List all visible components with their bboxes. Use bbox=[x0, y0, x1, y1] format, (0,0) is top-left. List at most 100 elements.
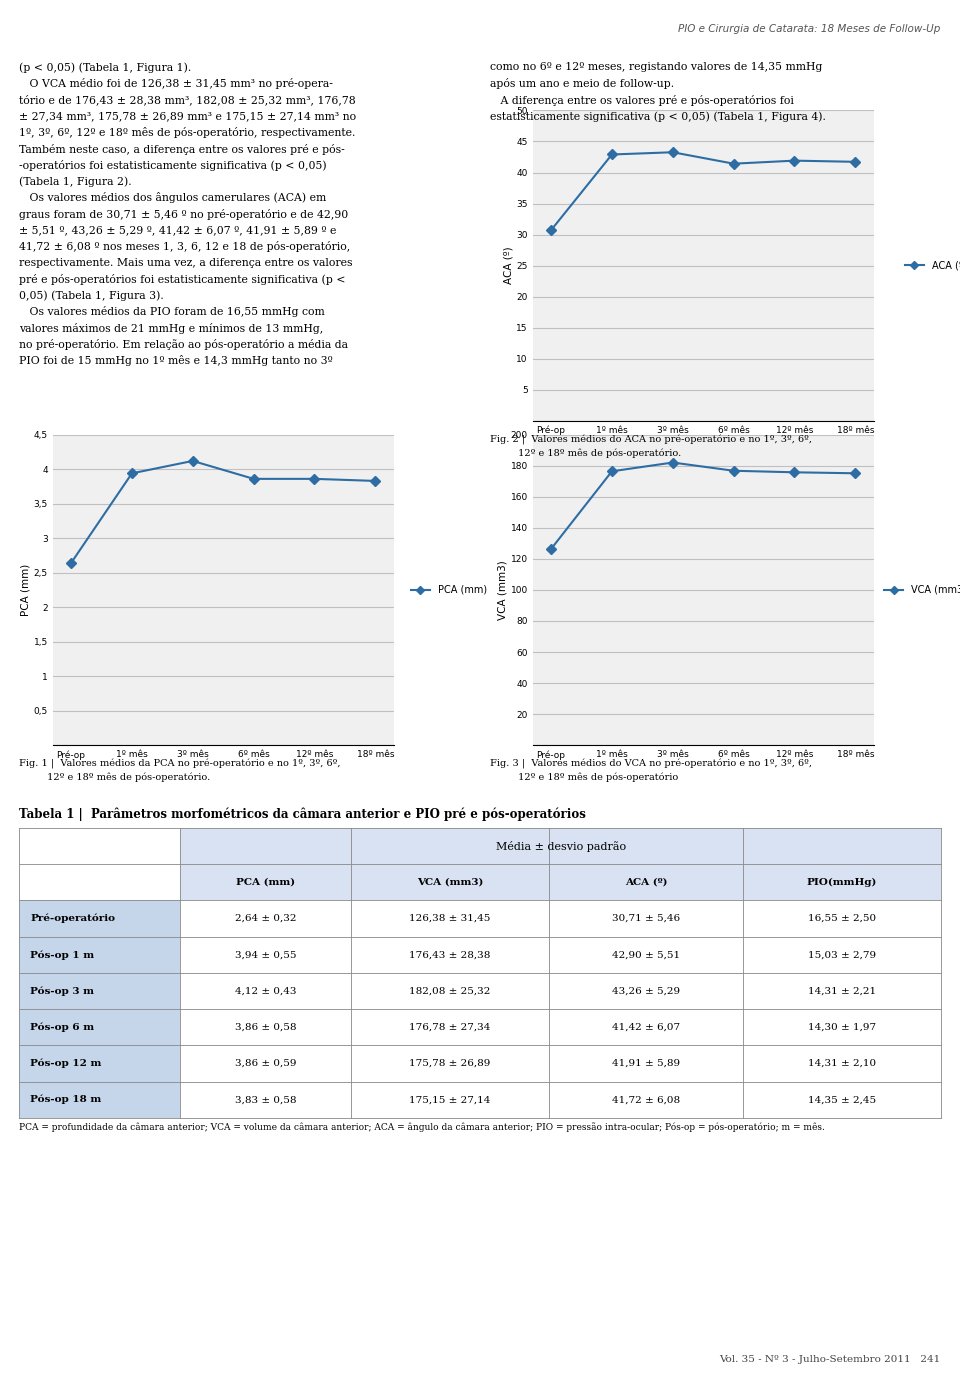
Text: Pós-op 6 m: Pós-op 6 m bbox=[31, 1023, 94, 1032]
Text: 14,30 ± 1,97: 14,30 ± 1,97 bbox=[807, 1023, 876, 1032]
Bar bbox=[19, 1009, 180, 1046]
Text: 12º e 18º mês de pós-operatório.: 12º e 18º mês de pós-operatório. bbox=[490, 448, 681, 458]
Bar bbox=[180, 900, 351, 937]
Text: -operatórios foi estatisticamente significativa (p < 0,05): -operatórios foi estatisticamente signif… bbox=[19, 160, 326, 171]
Text: 3,94 ± 0,55: 3,94 ± 0,55 bbox=[235, 951, 297, 959]
Text: Também neste caso, a diferença entre os valores pré e pós-: Também neste caso, a diferença entre os … bbox=[19, 144, 345, 155]
Text: Fig. 1 |  Valores médios da PCA no pré-operatório e no 1º, 3º, 6º,: Fig. 1 | Valores médios da PCA no pré-op… bbox=[19, 759, 341, 769]
Text: ACA (º): ACA (º) bbox=[625, 878, 667, 887]
Text: Os valores médios da PIO foram de 16,55 mmHg com: Os valores médios da PIO foram de 16,55 … bbox=[19, 306, 324, 317]
Text: 175,78 ± 26,89: 175,78 ± 26,89 bbox=[409, 1058, 491, 1068]
Bar bbox=[549, 973, 743, 1009]
Text: ± 27,34 mm³, 175,78 ± 26,89 mm³ e 175,15 ± 27,14 mm³ no: ± 27,34 mm³, 175,78 ± 26,89 mm³ e 175,15… bbox=[19, 110, 356, 121]
Text: A diferença entre os valores pré e pós-operatórios foi: A diferença entre os valores pré e pós-o… bbox=[490, 95, 794, 106]
Bar bbox=[180, 937, 351, 973]
Bar bbox=[549, 1046, 743, 1082]
Text: Fig. 3 |  Valores médios do VCA no pré-operatório e no 1º, 3º, 6º,: Fig. 3 | Valores médios do VCA no pré-op… bbox=[490, 759, 811, 769]
Bar bbox=[743, 864, 941, 900]
Text: Pré-operatório: Pré-operatório bbox=[31, 914, 115, 923]
Bar bbox=[351, 1082, 549, 1118]
Text: 41,72 ± 6,08 º nos meses 1, 3, 6, 12 e 18 de pós-operatório,: 41,72 ± 6,08 º nos meses 1, 3, 6, 12 e 1… bbox=[19, 241, 350, 253]
Text: graus foram de 30,71 ± 5,46 º no pré-operatório e de 42,90: graus foram de 30,71 ± 5,46 º no pré-ope… bbox=[19, 208, 348, 219]
Text: 1º, 3º, 6º, 12º e 18º mês de pós-operatório, respectivamente.: 1º, 3º, 6º, 12º e 18º mês de pós-operató… bbox=[19, 127, 355, 138]
Y-axis label: PCA (mm): PCA (mm) bbox=[21, 564, 31, 615]
Text: Tabela 1 |  Parâmetros morfométricos da câmara anterior e PIO pré e pós-operatór: Tabela 1 | Parâmetros morfométricos da c… bbox=[19, 807, 586, 821]
Text: 2,64 ± 0,32: 2,64 ± 0,32 bbox=[235, 914, 297, 923]
Text: 41,72 ± 6,08: 41,72 ± 6,08 bbox=[612, 1096, 680, 1104]
Text: 126,38 ± 31,45: 126,38 ± 31,45 bbox=[409, 914, 491, 923]
Text: VCA (mm3): VCA (mm3) bbox=[417, 878, 483, 887]
Bar bbox=[549, 900, 743, 937]
Bar bbox=[351, 900, 549, 937]
Bar bbox=[743, 900, 941, 937]
Text: Pós-op 18 m: Pós-op 18 m bbox=[31, 1094, 102, 1104]
Bar bbox=[19, 864, 180, 900]
Bar bbox=[351, 1009, 549, 1046]
Bar bbox=[743, 1046, 941, 1082]
Bar bbox=[180, 973, 351, 1009]
Text: 175,15 ± 27,14: 175,15 ± 27,14 bbox=[409, 1096, 491, 1104]
Bar bbox=[180, 828, 941, 864]
Text: estatisticamente significativa (p < 0,05) (Tabela 1, Figura 4).: estatisticamente significativa (p < 0,05… bbox=[490, 110, 826, 121]
Text: 12º e 18º mês de pós-operatório: 12º e 18º mês de pós-operatório bbox=[490, 773, 678, 782]
Text: como no 6º e 12º meses, registando valores de 14,35 mmHg: como no 6º e 12º meses, registando valor… bbox=[490, 62, 822, 72]
Text: PCA (mm): PCA (mm) bbox=[236, 878, 296, 887]
Text: Vol. 35 - Nº 3 - Julho-Setembro 2011   241: Vol. 35 - Nº 3 - Julho-Setembro 2011 241 bbox=[720, 1355, 941, 1363]
Bar bbox=[549, 1082, 743, 1118]
Text: O VCA médio foi de 126,38 ± 31,45 mm³ no pré-opera-: O VCA médio foi de 126,38 ± 31,45 mm³ no… bbox=[19, 79, 333, 90]
Bar bbox=[743, 973, 941, 1009]
Text: 12º e 18º mês de pós-operatório.: 12º e 18º mês de pós-operatório. bbox=[19, 773, 210, 782]
Text: 3,83 ± 0,58: 3,83 ± 0,58 bbox=[235, 1096, 297, 1104]
Bar bbox=[180, 1046, 351, 1082]
Text: PIO foi de 15 mmHg no 1º mês e 14,3 mmHg tanto no 3º: PIO foi de 15 mmHg no 1º mês e 14,3 mmHg… bbox=[19, 355, 333, 366]
Text: Média ± desvio padrão: Média ± desvio padrão bbox=[495, 840, 626, 851]
Text: 3,86 ± 0,59: 3,86 ± 0,59 bbox=[235, 1058, 297, 1068]
Legend: ACA (º): ACA (º) bbox=[900, 257, 960, 275]
Bar bbox=[180, 1009, 351, 1046]
Bar bbox=[19, 1046, 180, 1082]
Text: respectivamente. Mais uma vez, a diferença entre os valores: respectivamente. Mais uma vez, a diferen… bbox=[19, 258, 352, 268]
Bar bbox=[549, 937, 743, 973]
Y-axis label: VCA (mm3): VCA (mm3) bbox=[498, 560, 508, 620]
Bar bbox=[19, 900, 180, 937]
Text: 41,42 ± 6,07: 41,42 ± 6,07 bbox=[612, 1023, 680, 1032]
Text: 176,78 ± 27,34: 176,78 ± 27,34 bbox=[409, 1023, 491, 1032]
Text: 15,03 ± 2,79: 15,03 ± 2,79 bbox=[807, 951, 876, 959]
Text: (Tabela 1, Figura 2).: (Tabela 1, Figura 2). bbox=[19, 177, 132, 186]
Bar bbox=[351, 864, 549, 900]
Text: PIO e Cirurgia de Catarata: 18 Meses de Follow-Up: PIO e Cirurgia de Catarata: 18 Meses de … bbox=[679, 23, 941, 34]
Text: ± 5,51 º, 43,26 ± 5,29 º, 41,42 ± 6,07 º, 41,91 ± 5,89 º e: ± 5,51 º, 43,26 ± 5,29 º, 41,42 ± 6,07 º… bbox=[19, 225, 337, 235]
Y-axis label: ACA (º): ACA (º) bbox=[504, 247, 514, 284]
Bar bbox=[180, 864, 351, 900]
Text: 14,35 ± 2,45: 14,35 ± 2,45 bbox=[807, 1096, 876, 1104]
Text: 176,43 ± 28,38: 176,43 ± 28,38 bbox=[409, 951, 491, 959]
Bar bbox=[351, 937, 549, 973]
Bar bbox=[743, 1009, 941, 1046]
Bar bbox=[19, 937, 180, 973]
Bar bbox=[743, 1082, 941, 1118]
Text: Pós-op 1 m: Pós-op 1 m bbox=[31, 949, 94, 959]
Bar bbox=[743, 937, 941, 973]
Text: Os valores médios dos ângulos camerulares (ACA) em: Os valores médios dos ângulos camerulare… bbox=[19, 192, 326, 203]
Text: 41,91 ± 5,89: 41,91 ± 5,89 bbox=[612, 1058, 680, 1068]
Text: 14,31 ± 2,21: 14,31 ± 2,21 bbox=[807, 987, 876, 995]
Text: Pós-op 12 m: Pós-op 12 m bbox=[31, 1058, 102, 1068]
Text: após um ano e meio de follow-up.: após um ano e meio de follow-up. bbox=[490, 79, 674, 90]
Bar bbox=[19, 973, 180, 1009]
Text: Pós-op 3 m: Pós-op 3 m bbox=[31, 987, 94, 996]
Text: valores máximos de 21 mmHg e mínimos de 13 mmHg,: valores máximos de 21 mmHg e mínimos de … bbox=[19, 323, 324, 334]
Text: 3,86 ± 0,58: 3,86 ± 0,58 bbox=[235, 1023, 297, 1032]
Text: no pré-operatório. Em relação ao pós-operatório a média da: no pré-operatório. Em relação ao pós-ope… bbox=[19, 339, 348, 351]
Text: 182,08 ± 25,32: 182,08 ± 25,32 bbox=[409, 987, 491, 995]
Legend: PCA (mm): PCA (mm) bbox=[407, 581, 491, 599]
Text: tório e de 176,43 ± 28,38 mm³, 182,08 ± 25,32 mm³, 176,78: tório e de 176,43 ± 28,38 mm³, 182,08 ± … bbox=[19, 95, 356, 105]
Text: 43,26 ± 5,29: 43,26 ± 5,29 bbox=[612, 987, 680, 995]
Text: Fig. 2 |  Valores médios do ACA no pré-operatório e no 1º, 3º, 6º,: Fig. 2 | Valores médios do ACA no pré-op… bbox=[490, 435, 811, 444]
Text: pré e pós-operatórios foi estatisticamente significativa (p <: pré e pós-operatórios foi estatisticamen… bbox=[19, 273, 346, 284]
Text: (p < 0,05) (Tabela 1, Figura 1).: (p < 0,05) (Tabela 1, Figura 1). bbox=[19, 62, 191, 73]
Text: 30,71 ± 5,46: 30,71 ± 5,46 bbox=[612, 914, 680, 923]
Text: PIO(mmHg): PIO(mmHg) bbox=[806, 878, 876, 887]
Bar bbox=[549, 864, 743, 900]
Legend: VCA (mm3): VCA (mm3) bbox=[880, 581, 960, 599]
Text: PCA = profundidade da câmara anterior; VCA = volume da câmara anterior; ACA = ân: PCA = profundidade da câmara anterior; V… bbox=[19, 1122, 825, 1132]
